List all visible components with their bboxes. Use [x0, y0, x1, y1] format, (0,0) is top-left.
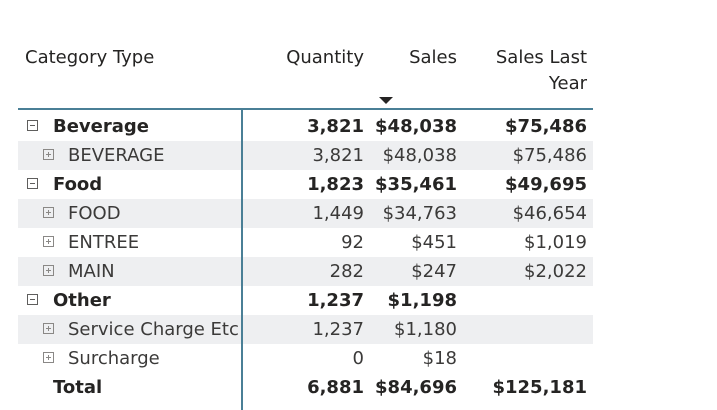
quantity-cell: 1,237 [307, 290, 364, 311]
matrix-child-row[interactable]: BEVERAGE 3,821 $48,038 $75,486 [18, 141, 593, 170]
sales-last-year-cell: $46,654 [512, 203, 587, 224]
expand-icon[interactable] [43, 149, 54, 160]
row-label: Surcharge [68, 348, 160, 369]
quantity-cell: 3,821 [307, 116, 364, 137]
column-header-sales-last-year-line2: Year [548, 73, 587, 94]
collapse-icon[interactable] [27, 120, 38, 131]
quantity-cell: 1,449 [312, 203, 364, 224]
quantity-cell: 92 [341, 232, 364, 253]
matrix-body: Beverage 3,821 $48,038 $75,486 BEVERAGE 3,821… [18, 112, 593, 402]
column-header-sales[interactable]: Sales [409, 47, 457, 68]
row-header-divider [241, 110, 243, 410]
expand-icon[interactable] [43, 207, 54, 218]
sales-cell: $451 [411, 232, 457, 253]
expand-icon[interactable] [43, 236, 54, 247]
quantity-cell: 0 [352, 348, 364, 369]
column-header-sales-last-year[interactable]: Sales Last Year [477, 45, 587, 97]
matrix-child-row[interactable]: Service Charge Etc 1,237 $1,180 [18, 315, 593, 344]
matrix-group-row[interactable]: Other 1,237 $1,198 [18, 286, 593, 315]
matrix-child-row[interactable]: Surcharge 0 $18 [18, 344, 593, 373]
sales-cell: $1,180 [394, 319, 457, 340]
sales-last-year-cell: $2,022 [524, 261, 587, 282]
matrix-total-row: Total 6,881 $84,696 $125,181 [18, 373, 593, 402]
matrix-child-row[interactable]: MAIN 282 $247 $2,022 [18, 257, 593, 286]
sales-cell: $247 [411, 261, 457, 282]
expand-icon[interactable] [43, 323, 54, 334]
sales-last-year-cell: $75,486 [505, 116, 587, 137]
sales-last-year-cell: $1,019 [524, 232, 587, 253]
row-label: BEVERAGE [68, 145, 165, 166]
row-label: Service Charge Etc [68, 319, 239, 340]
quantity-cell: 3,821 [312, 145, 364, 166]
sales-last-year-cell: $49,695 [505, 174, 587, 195]
column-header-category-type[interactable]: Category Type [25, 47, 155, 68]
quantity-cell: 282 [329, 261, 364, 282]
sales-cell: $35,461 [375, 174, 457, 195]
expand-icon[interactable] [43, 352, 54, 363]
quantity-cell: 1,823 [307, 174, 364, 195]
sales-cell: $48,038 [382, 145, 457, 166]
matrix-child-row[interactable]: ENTREE 92 $451 $1,019 [18, 228, 593, 257]
total-sales-cell: $84,696 [375, 377, 457, 398]
sales-last-year-cell: $75,486 [512, 145, 587, 166]
sort-down-icon[interactable] [379, 97, 393, 104]
matrix-visual: Category Type Quantity Sales Sales Last … [18, 40, 593, 410]
matrix-child-row[interactable]: FOOD 1,449 $34,763 $46,654 [18, 199, 593, 228]
row-label: Food [53, 174, 103, 195]
sales-cell: $1,198 [387, 290, 457, 311]
total-quantity-cell: 6,881 [307, 377, 364, 398]
quantity-cell: 1,237 [312, 319, 364, 340]
matrix-group-row[interactable]: Beverage 3,821 $48,038 $75,486 [18, 112, 593, 141]
collapse-icon[interactable] [27, 294, 38, 305]
expand-icon[interactable] [43, 265, 54, 276]
collapse-icon[interactable] [27, 178, 38, 189]
column-header-sales-last-year-line1: Sales Last [495, 47, 587, 68]
matrix-header: Category Type Quantity Sales Sales Last … [18, 40, 593, 110]
sales-cell: $34,763 [382, 203, 457, 224]
row-label: Other [53, 290, 111, 311]
row-label: Beverage [53, 116, 149, 137]
matrix-group-row[interactable]: Food 1,823 $35,461 $49,695 [18, 170, 593, 199]
row-label: FOOD [68, 203, 121, 224]
column-header-quantity[interactable]: Quantity [286, 47, 364, 68]
row-label: MAIN [68, 261, 115, 282]
row-label: ENTREE [68, 232, 140, 253]
sales-cell: $18 [422, 348, 457, 369]
total-sales-last-year-cell: $125,181 [492, 377, 587, 398]
sales-cell: $48,038 [375, 116, 457, 137]
total-label: Total [53, 377, 103, 398]
